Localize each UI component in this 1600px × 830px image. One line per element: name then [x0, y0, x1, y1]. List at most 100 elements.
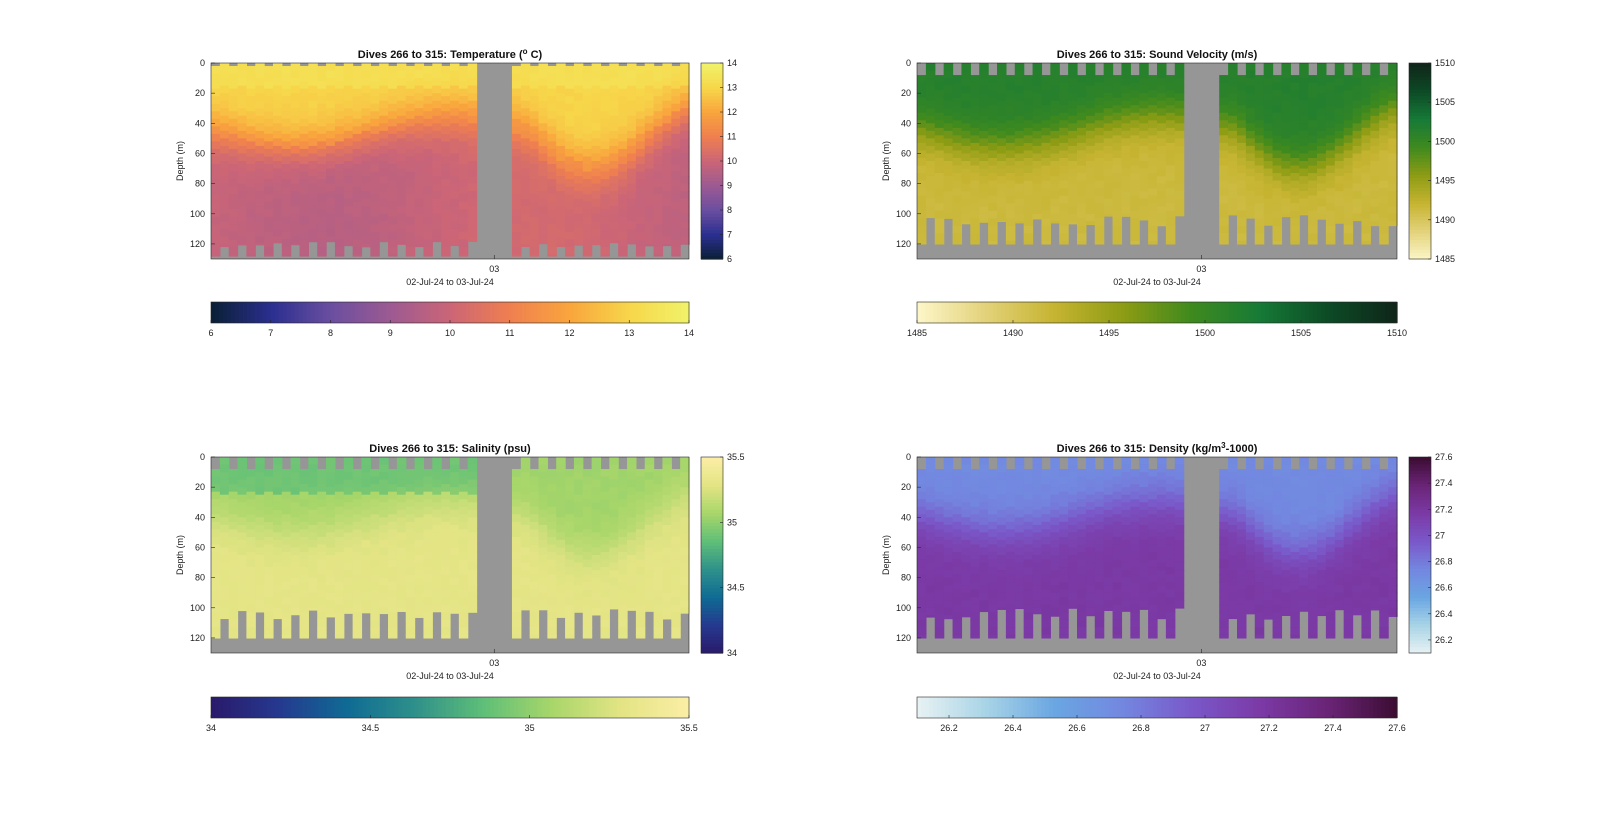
colorbar-segment — [569, 697, 575, 718]
colorbar-segment — [481, 302, 487, 323]
heatmap-cell — [952, 82, 963, 91]
heatmap-cell — [1148, 75, 1158, 84]
heatmap-cell — [379, 145, 389, 155]
heatmap-cell — [211, 589, 221, 598]
heatmap-cell — [1050, 494, 1060, 503]
heatmap-cell — [272, 161, 283, 170]
heatmap-cell — [520, 161, 531, 170]
heatmap-cell — [1379, 233, 1389, 242]
heatmap-cell — [1032, 502, 1043, 511]
colorbar-segment — [1409, 216, 1431, 221]
colorbar-segment — [386, 302, 391, 323]
heatmap-cell — [432, 70, 442, 79]
heatmap-cell — [1219, 469, 1229, 478]
colorbar-segment — [226, 302, 232, 323]
heatmap-cell — [609, 100, 619, 109]
colorbar-segment — [1269, 302, 1274, 323]
heatmap-cell — [970, 604, 980, 613]
heatmap-cell — [952, 604, 963, 613]
heatmap-cell — [961, 464, 971, 473]
heatmap-cell — [1361, 97, 1371, 106]
colorbar-segment — [933, 302, 938, 323]
heatmap-cell — [264, 216, 274, 225]
heatmap-cell — [511, 491, 522, 500]
colorbar-segment — [701, 532, 723, 536]
heatmap-cell — [573, 176, 584, 185]
heatmap-cell — [1085, 100, 1096, 109]
heatmap-cell — [352, 118, 363, 127]
colorbar-segment — [1409, 213, 1431, 218]
colorbar-segment — [370, 697, 375, 718]
heatmap-cell — [423, 484, 433, 493]
heatmap-cell — [1068, 479, 1078, 488]
heatmap-cell — [1228, 600, 1238, 609]
heatmap-cell — [264, 551, 274, 561]
heatmap-cell — [573, 168, 584, 177]
heatmap-cell — [1148, 233, 1158, 242]
heatmap-cell — [255, 236, 265, 245]
heatmap-cell — [565, 66, 575, 75]
heatmap-cell — [1245, 509, 1256, 518]
heatmap-cell — [334, 209, 345, 218]
colorbar-segment — [701, 180, 723, 185]
heatmap-cell — [246, 634, 256, 639]
heatmap-cell — [653, 111, 664, 120]
heatmap-cell — [379, 85, 389, 94]
heatmap-cell — [556, 502, 566, 511]
heatmap-cell — [917, 180, 927, 189]
heatmap-cell — [272, 236, 283, 244]
colorbar-tick-label: 1500 — [1435, 136, 1455, 146]
heatmap-cell — [547, 164, 557, 173]
heatmap-cell — [627, 130, 637, 139]
heatmap-cell — [317, 589, 327, 598]
heatmap-cell — [396, 78, 407, 87]
heatmap-cell — [979, 524, 989, 533]
heatmap-cell — [1050, 555, 1060, 564]
heatmap-cell — [591, 228, 602, 237]
heatmap-cell — [1130, 499, 1140, 508]
heatmap-cell — [1272, 233, 1283, 242]
heatmap-cell — [952, 612, 963, 621]
heatmap-cell — [228, 148, 239, 158]
heatmap-cell — [1388, 63, 1398, 72]
heatmap-cell — [520, 70, 531, 79]
heatmap-cell — [334, 514, 345, 523]
colorbar-tick-label: 1505 — [1291, 328, 1311, 338]
heatmap-cell — [334, 574, 345, 583]
heatmap-cell — [264, 559, 274, 568]
colorbar-segment — [581, 302, 587, 323]
heatmap-cell — [1245, 168, 1256, 177]
heatmap-cell — [511, 634, 522, 639]
heatmap-cell — [529, 627, 540, 636]
heatmap-cell — [450, 183, 460, 192]
heatmap-cell — [458, 171, 469, 180]
heatmap-cell — [1237, 127, 1247, 136]
heatmap-cell — [290, 577, 301, 586]
heatmap-cell — [441, 224, 451, 233]
heatmap-cell — [627, 517, 637, 526]
heatmap-cell — [1157, 191, 1167, 200]
heatmap-cell — [556, 108, 566, 117]
heatmap-cell — [1308, 233, 1318, 242]
heatmap-cell — [653, 133, 664, 142]
heatmap-cell — [352, 73, 363, 82]
colorbar-segment — [1409, 108, 1431, 113]
colorbar-segment — [222, 697, 228, 718]
colorbar-segment — [1177, 302, 1182, 323]
heatmap-cell — [1139, 532, 1149, 541]
colorbar-segment — [493, 302, 499, 323]
heatmap-cell — [1237, 188, 1247, 197]
colorbar-segment — [701, 535, 723, 540]
heatmap-cell — [1379, 210, 1389, 219]
heatmap-cell — [1174, 494, 1185, 503]
heatmap-cell — [1094, 612, 1105, 621]
heatmap-cell — [952, 195, 963, 204]
heatmap-cell — [1237, 240, 1247, 245]
chart-sv: Dives 266 to 315: Sound Velocity (m/s)02… — [881, 49, 1455, 338]
heatmap-cell — [979, 509, 989, 518]
heatmap-cell — [961, 130, 971, 139]
heatmap-cell — [334, 469, 345, 478]
colorbar-segment — [1325, 302, 1330, 323]
heatmap-cell — [565, 604, 575, 613]
heatmap-cell — [290, 236, 301, 245]
